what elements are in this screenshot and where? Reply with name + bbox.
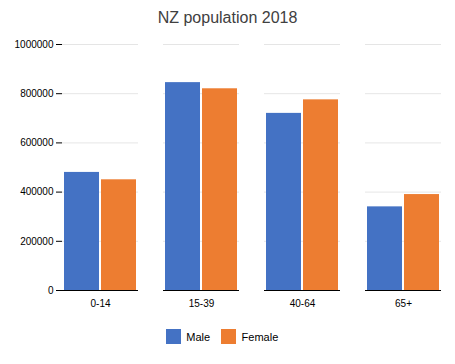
svg-text:600000: 600000 — [20, 137, 54, 148]
svg-text:40-64: 40-64 — [290, 298, 316, 309]
svg-text:1000000: 1000000 — [15, 39, 54, 50]
svg-text:0-14: 0-14 — [90, 298, 110, 309]
svg-text:0: 0 — [48, 285, 54, 296]
svg-text:15-39: 15-39 — [189, 298, 215, 309]
svg-text:65+: 65+ — [395, 298, 412, 309]
svg-text:800000: 800000 — [20, 88, 54, 99]
svg-text:400000: 400000 — [20, 186, 54, 197]
html-text:NZ population 2018: NZ population 2018 — [157, 9, 298, 26]
html-text:Female: Female — [241, 330, 279, 343]
html-text:Male: Male — [186, 330, 211, 343]
svg-text:200000: 200000 — [20, 236, 54, 247]
